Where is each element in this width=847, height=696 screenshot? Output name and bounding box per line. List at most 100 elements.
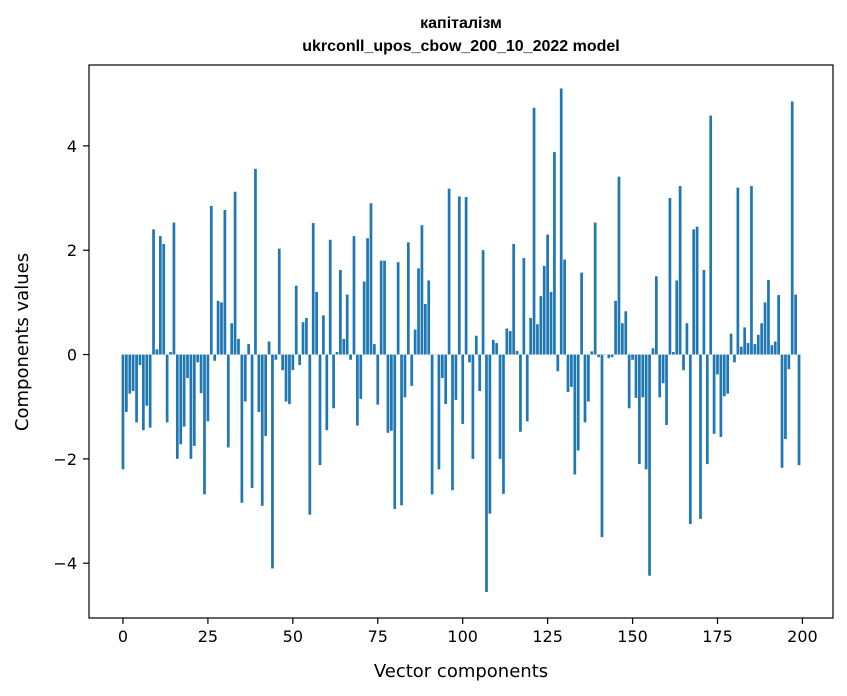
- bar: [339, 270, 342, 355]
- bar: [525, 354, 529, 422]
- bar: [311, 223, 315, 355]
- bar: [709, 115, 713, 355]
- bar: [454, 354, 458, 400]
- bar: [621, 323, 624, 355]
- bar: [773, 341, 777, 355]
- bar: [379, 260, 383, 355]
- bar: [142, 354, 145, 431]
- bar: [322, 315, 325, 355]
- bar: [335, 351, 339, 355]
- bar: [726, 354, 730, 394]
- bar: [763, 302, 767, 355]
- bar: [359, 354, 363, 399]
- bar: [491, 339, 495, 355]
- bar: [148, 354, 152, 428]
- bar: [682, 354, 685, 371]
- bar: [654, 276, 658, 355]
- bar: [383, 260, 386, 355]
- bar: [291, 354, 295, 371]
- chart-subtitle: ukrconll_upos_cbow_200_10_2022 model: [302, 38, 619, 55]
- bar: [199, 354, 203, 394]
- bar: [294, 285, 298, 355]
- y-tick-label: 4: [67, 137, 77, 156]
- bar: [712, 354, 716, 434]
- y-axis: −4 −2 0 2 4: [53, 137, 89, 573]
- bar: [196, 354, 200, 363]
- bar: [393, 354, 397, 509]
- bar: [461, 354, 465, 424]
- bar: [288, 354, 291, 405]
- bar: [607, 354, 611, 359]
- bar: [332, 354, 335, 409]
- x-tick-label: 200: [787, 627, 818, 646]
- bar: [366, 238, 369, 355]
- bar: [298, 354, 301, 365]
- bar: [131, 354, 135, 392]
- bar: [209, 205, 213, 355]
- bar: [610, 354, 614, 358]
- bar: [502, 354, 505, 494]
- bar: [125, 354, 128, 412]
- bar: [780, 354, 784, 468]
- bar: [685, 323, 689, 355]
- bar: [770, 345, 774, 355]
- bar: [121, 354, 125, 470]
- bar: [240, 354, 244, 503]
- bar: [505, 328, 509, 355]
- bar: [356, 354, 359, 426]
- bar: [410, 354, 414, 386]
- bar: [237, 338, 240, 355]
- bar: [573, 354, 577, 475]
- bar: [325, 354, 329, 431]
- bar: [661, 354, 665, 384]
- bar: [203, 354, 206, 495]
- bar: [784, 354, 787, 440]
- bar: [349, 354, 352, 360]
- chart-title: капіталізм: [420, 15, 502, 32]
- bar: [634, 354, 638, 398]
- bar: [447, 188, 451, 355]
- bar: [308, 354, 312, 515]
- bar: [631, 354, 634, 360]
- bar: [376, 354, 380, 405]
- bar: [155, 349, 159, 355]
- bar: [305, 318, 308, 355]
- bar: [427, 280, 431, 355]
- bar: [716, 354, 719, 375]
- x-tick-label: 125: [532, 627, 563, 646]
- bar: [519, 354, 522, 432]
- bar: [267, 341, 271, 355]
- bar: [576, 354, 580, 451]
- bar: [444, 354, 448, 405]
- bar: [743, 327, 747, 355]
- bar: [760, 323, 764, 355]
- bar: [695, 226, 699, 355]
- bar: [617, 176, 621, 355]
- bar: [600, 354, 604, 538]
- bar: [651, 348, 655, 355]
- bar: [373, 344, 376, 355]
- bar: [230, 323, 234, 355]
- bar: [756, 334, 760, 355]
- bar: [271, 354, 274, 569]
- bar: [787, 354, 791, 370]
- bar: [158, 236, 162, 355]
- bar: [390, 354, 393, 431]
- bar: [688, 354, 692, 525]
- bar: [216, 300, 220, 355]
- bar: [274, 354, 278, 360]
- bar: [597, 354, 600, 358]
- bar: [641, 354, 645, 398]
- bar: [206, 354, 210, 422]
- bar: [644, 354, 648, 470]
- bar: [247, 344, 251, 355]
- x-tick-label: 75: [368, 627, 388, 646]
- bar: [638, 354, 641, 465]
- bar: [352, 236, 356, 355]
- bar: [546, 234, 549, 355]
- bar: [186, 354, 189, 379]
- bar: [400, 354, 403, 506]
- bar: [746, 343, 750, 355]
- bar: [182, 354, 186, 427]
